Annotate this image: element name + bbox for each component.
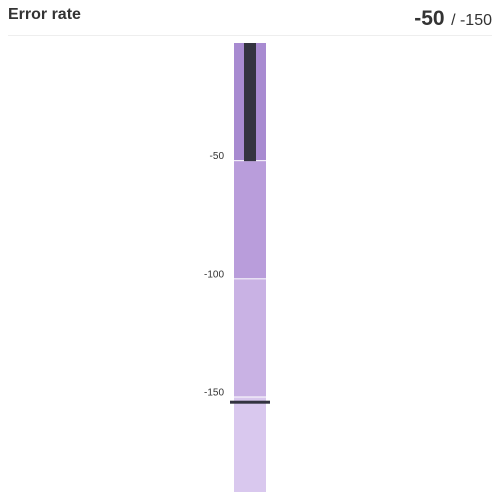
- value-readout: -50 / -150: [414, 7, 492, 31]
- measure-layer: [244, 43, 256, 162]
- range-band-4: [234, 397, 266, 492]
- target-marker: [230, 400, 270, 404]
- measure-bar: [244, 43, 256, 162]
- target-layer: [230, 400, 270, 404]
- value-separator: /: [451, 12, 456, 29]
- range-band-3: [234, 279, 266, 397]
- tick-label: -150: [204, 387, 224, 398]
- target-value: -150: [459, 12, 492, 29]
- range-band-2: [234, 161, 266, 279]
- chart-title: Error rate: [8, 6, 81, 23]
- current-value: -50: [414, 7, 445, 30]
- tick-labels: -50 -100 -150: [204, 151, 224, 398]
- card-header: Error rate -50 / -150: [8, 0, 492, 36]
- range-bands: [234, 43, 266, 492]
- tick-label: -50: [210, 151, 225, 162]
- tick-label: -100: [204, 269, 224, 280]
